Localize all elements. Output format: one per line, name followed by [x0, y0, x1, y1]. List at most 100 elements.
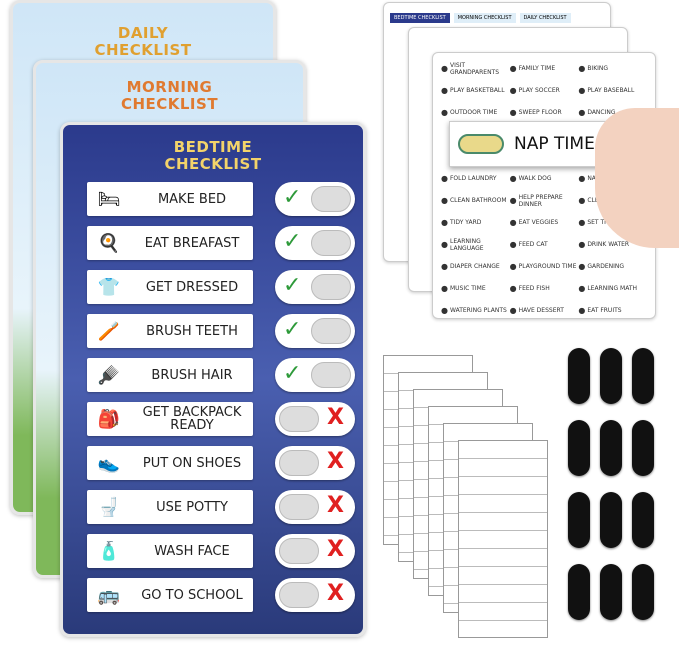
toggle-knob[interactable] [279, 494, 319, 520]
task-toggle[interactable]: ✓ [275, 314, 355, 348]
sticker-label: PLAY BASEBALL [587, 87, 635, 94]
sticker-item[interactable]: ● MUSIC TIME [441, 281, 510, 296]
task-card: 🪮 BRUSH HAIR [87, 358, 253, 392]
sticker-icon: ● [509, 284, 517, 293]
bedtime-title: BEDTIME CHECKLIST [63, 139, 363, 173]
task-toggle[interactable]: ✓ [275, 270, 355, 304]
sticker-item[interactable]: ● FOLD LAUNDRY [441, 171, 510, 186]
sticker-label: EAT FRUITS [587, 307, 622, 314]
sticker-item[interactable]: ● PLAYGROUND TIME [510, 259, 579, 274]
task-card: 🚌 GO TO SCHOOL [87, 578, 253, 612]
sticker-item[interactable]: ● BIKING [578, 61, 647, 76]
sticker-icon: ● [509, 108, 517, 117]
sticker-icon: ● [441, 196, 448, 205]
sticker-item[interactable]: ● EAT FRUITS [578, 303, 647, 318]
sticker-label: CLEAN BATHROOM [449, 197, 507, 204]
sticker-item[interactable]: ● VISIT GRANDPARENTS [441, 61, 510, 76]
sticker-label: SWEEP FLOOR [518, 109, 562, 116]
task-toggle[interactable]: ✓ [275, 358, 355, 392]
sticker-label: FEED CAT [518, 241, 548, 248]
sticker-label: OUTDOOR TIME [449, 109, 498, 116]
magnet[interactable] [600, 420, 622, 476]
sticker-label: LEARNING LANGUAGE [449, 237, 484, 252]
magnet[interactable] [600, 564, 622, 620]
sticker-item[interactable]: ● TIDY YARD [441, 215, 510, 230]
task-toggle[interactable]: X [275, 490, 355, 524]
toggle-knob[interactable] [311, 318, 351, 344]
daily-title: DAILY CHECKLIST [13, 25, 273, 59]
sticker-item[interactable]: ● HELP PREPARE DINNER [510, 193, 579, 208]
task-toggle[interactable]: ✓ [275, 226, 355, 260]
sticker-item[interactable]: ● FEED FISH [510, 281, 579, 296]
task-label: PUT ON SHOES [142, 455, 242, 471]
title-line: BEDTIME [173, 138, 253, 156]
toggle-knob[interactable] [311, 186, 351, 212]
magnet[interactable] [600, 492, 622, 548]
task-toggle[interactable]: X [275, 446, 355, 480]
task-toggle[interactable]: X [275, 534, 355, 568]
sticker-item[interactable]: ● FEED CAT [510, 237, 579, 252]
sticker-item[interactable]: ● SWEEP FLOOR [510, 105, 579, 120]
sticker-item[interactable]: ● PLAY SOCCER [510, 83, 579, 98]
magnet[interactable] [568, 348, 590, 404]
sticker-item[interactable]: ● DRINK WATER [578, 237, 647, 252]
title-line: CHECKLIST [120, 95, 219, 113]
task-label: USE POTTY [156, 499, 228, 515]
task-toggle[interactable]: X [275, 578, 355, 612]
sticker-item[interactable]: ● WALK DOG [510, 171, 579, 186]
sticker-item[interactable]: ● HAVE DESSERT [510, 303, 579, 318]
sticker-icon: ● [578, 86, 586, 95]
magnet[interactable] [632, 348, 654, 404]
check-icon: ✓ [283, 229, 302, 254]
held-nap-time-card[interactable]: NAP TIME [449, 121, 612, 167]
magnet[interactable] [632, 420, 654, 476]
magnet[interactable] [632, 492, 654, 548]
sticker-item[interactable]: ● FAMILY TIME [510, 61, 579, 76]
sticker-label: DRINK WATER [587, 241, 630, 248]
magnet[interactable] [568, 420, 590, 476]
toggle-knob[interactable] [311, 230, 351, 256]
sticker-icon: ● [578, 218, 586, 227]
sticker-icon: ● [441, 240, 448, 249]
tab-daily: DAILY CHECKLIST [519, 13, 571, 23]
task-toggle[interactable]: X [275, 402, 355, 436]
blank-card[interactable] [458, 440, 548, 638]
sticker-item[interactable]: ● WATERING PLANTS [441, 303, 510, 318]
toggle-knob[interactable] [311, 362, 351, 388]
sticker-item[interactable]: ● CLEAN BATHROOM [441, 193, 510, 208]
magnet[interactable] [568, 492, 590, 548]
sticker-item[interactable]: ● LEARNING MATH [578, 281, 647, 296]
potty-icon: 🚽 [97, 496, 121, 518]
task-card: 🧴 WASH FACE [87, 534, 253, 568]
task-label: MAKE BED [157, 191, 227, 207]
magnet[interactable] [568, 564, 590, 620]
tab-morning: MORNING CHECKLIST [453, 13, 516, 23]
magnet[interactable] [600, 348, 622, 404]
magnet[interactable] [632, 564, 654, 620]
toggle-knob[interactable] [279, 538, 319, 564]
held-card-label: NAP TIME [514, 134, 595, 154]
sticker-item[interactable]: ● EAT VEGGIES [510, 215, 579, 230]
sticker-item[interactable]: ● DIAPER CHANGE [441, 259, 510, 274]
title-line: CHECKLIST [94, 41, 192, 59]
sticker-label: PLAY BASKETBALL [449, 87, 505, 94]
sticker-label: GARDENING [587, 263, 625, 270]
task-card: 👕 GET DRESSED [87, 270, 253, 304]
sticker-item[interactable]: ● PLAY BASKETBALL [441, 83, 510, 98]
sticker-label: PLAY SOCCER [518, 87, 560, 94]
toggle-knob[interactable] [279, 450, 319, 476]
sticker-item[interactable]: ● DANCING [578, 105, 647, 120]
toggle-knob[interactable] [279, 582, 319, 608]
sticker-label: FOLD LAUNDRY [449, 175, 497, 182]
toggle-knob[interactable] [311, 274, 351, 300]
sticker-icon: ● [441, 284, 448, 293]
sticker-item[interactable]: ● GARDENING [578, 259, 647, 274]
toggle-knob[interactable] [279, 406, 319, 432]
sticker-item[interactable]: ● LEARNING LANGUAGE [441, 237, 510, 252]
sticker-item[interactable]: ● PLAY BASEBALL [578, 83, 647, 98]
sticker-label: LEARNING MATH [587, 285, 638, 292]
sticker-item[interactable]: ● OUTDOOR TIME [441, 105, 510, 120]
cross-icon: X [327, 581, 344, 606]
sticker-label: WALK DOG [518, 175, 552, 182]
task-toggle[interactable]: ✓ [275, 182, 355, 216]
